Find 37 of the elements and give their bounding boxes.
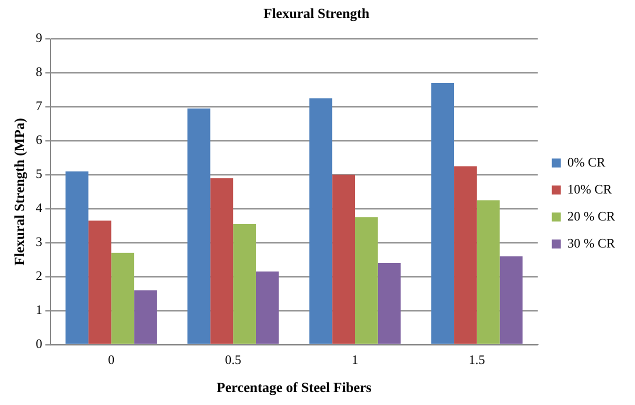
- x-tick-label: 0: [108, 352, 114, 367]
- bar: [187, 108, 210, 344]
- bar: [332, 174, 356, 344]
- x-axis-title: Percentage of Steel Fibers: [216, 381, 372, 396]
- y-tick-label: 4: [36, 200, 43, 216]
- y-tick-label: 6: [36, 132, 43, 148]
- y-tick-label: 5: [36, 166, 42, 182]
- legend-label: 0% CR: [567, 154, 606, 170]
- x-tick-label: 1: [352, 352, 358, 367]
- legend-label: 30 % CR: [567, 235, 616, 250]
- bar: [88, 220, 112, 344]
- bar: [431, 82, 454, 344]
- y-tick-label: 1: [36, 302, 42, 318]
- bar: [500, 256, 523, 344]
- bar: [233, 224, 256, 344]
- y-tick-label: 2: [36, 268, 42, 284]
- y-axis-title: Flexural Strength (MPa): [13, 118, 28, 266]
- bar: [210, 178, 234, 344]
- bar: [66, 171, 88, 344]
- x-tick-label: 0.5: [225, 352, 242, 367]
- bar: [134, 290, 157, 344]
- bar: [256, 272, 279, 344]
- y-tick-label: 7: [36, 98, 43, 114]
- legend-label: 10% CR: [567, 181, 612, 196]
- y-tick-label: 0: [36, 336, 42, 352]
- legend-label: 20 % CR: [567, 208, 616, 224]
- y-tick-label: 8: [36, 64, 42, 80]
- chart-title: Flexural Strength: [264, 7, 370, 22]
- bar: [111, 252, 134, 344]
- bar: [378, 263, 401, 344]
- y-tick-label: 3: [36, 234, 42, 250]
- bar: [476, 200, 500, 344]
- bar: [309, 98, 332, 344]
- x-tick-label: 1.5: [468, 352, 486, 367]
- y-tick-label: 9: [36, 30, 42, 46]
- bar: [454, 166, 477, 344]
- bar: [355, 217, 378, 344]
